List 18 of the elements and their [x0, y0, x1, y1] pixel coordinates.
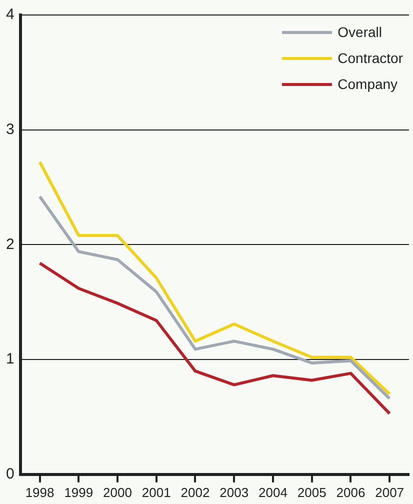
y-tick-label: 1 [6, 350, 14, 368]
y-tick-label: 3 [6, 120, 14, 138]
x-tick-label: 2000 [103, 484, 132, 500]
y-tick-label: 2 [6, 236, 14, 253]
x-tick-label: 2005 [297, 484, 326, 500]
legend-label: Overall [338, 24, 382, 40]
y-tick-label: 0 [6, 466, 14, 483]
x-tick-label: 1998 [25, 484, 54, 500]
x-tick-label: 2006 [336, 484, 366, 500]
legend-label: Company [338, 76, 398, 92]
x-tick-label: 2003 [220, 484, 249, 500]
y-tick-label: 4 [6, 6, 14, 24]
x-tick-label: 2001 [142, 484, 171, 500]
x-tick-label: 2004 [258, 484, 288, 500]
x-tick-label: 2002 [180, 484, 210, 500]
x-tick-label: 1999 [64, 484, 94, 500]
x-tick-label: 2007 [375, 484, 404, 500]
legend-label: Contractor [338, 50, 403, 66]
